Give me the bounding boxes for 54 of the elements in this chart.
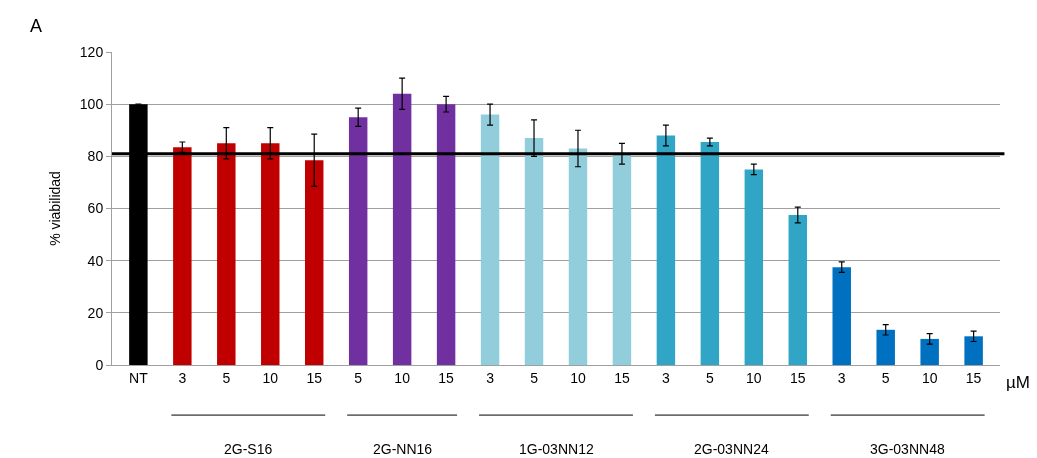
bar bbox=[744, 169, 764, 365]
x-tick-label: 10 bbox=[394, 369, 411, 386]
x-tick-label: 3 bbox=[486, 369, 495, 386]
bar bbox=[348, 117, 368, 365]
text: 1G-03NN12 bbox=[519, 441, 594, 457]
text: A bbox=[30, 16, 43, 36]
x-tick-label: 15 bbox=[965, 369, 982, 386]
bar bbox=[524, 138, 544, 365]
y-tick-label: 20 bbox=[87, 304, 104, 321]
y-axis-title: % viabilidad bbox=[47, 171, 64, 246]
text: 2G-S16 bbox=[224, 441, 273, 457]
bar bbox=[788, 215, 808, 365]
bar bbox=[612, 153, 632, 365]
y-tick-label: 100 bbox=[79, 96, 104, 113]
x-tick-label: 15 bbox=[614, 369, 630, 386]
x-tick-label: 15 bbox=[438, 369, 455, 386]
y-tick-label: 80 bbox=[87, 148, 104, 165]
x-tick-label: 15 bbox=[789, 369, 806, 386]
bar bbox=[480, 114, 500, 365]
bar bbox=[832, 267, 851, 365]
bar bbox=[920, 338, 939, 365]
x-tick-label: 5 bbox=[705, 369, 714, 386]
x-tick-label: 10 bbox=[570, 369, 586, 386]
bar bbox=[876, 329, 895, 365]
bar bbox=[568, 148, 588, 365]
x-tick-label: 10 bbox=[746, 369, 762, 386]
x-tick-label: 3 bbox=[178, 369, 187, 386]
text: 3G-03NN48 bbox=[870, 441, 945, 457]
bar bbox=[392, 93, 412, 365]
bar bbox=[656, 135, 676, 365]
y-tick-label: 120 bbox=[79, 43, 104, 60]
y-tick-label: 40 bbox=[87, 252, 104, 269]
bar bbox=[173, 147, 192, 365]
y-tick-label: 0 bbox=[95, 356, 104, 373]
x-tick-label: NT bbox=[129, 369, 149, 386]
x-tick-label: 5 bbox=[530, 369, 539, 386]
x-tick-label: 10 bbox=[921, 369, 938, 386]
bar bbox=[261, 143, 280, 365]
bar bbox=[304, 160, 324, 365]
x-tick-label: 5 bbox=[354, 369, 363, 386]
x-tick-label: 5 bbox=[881, 369, 890, 386]
bar bbox=[700, 141, 720, 365]
text: 2G-03NN24 bbox=[694, 441, 769, 457]
x-tick-label: 3 bbox=[837, 369, 846, 386]
y-tick-label: 60 bbox=[87, 200, 104, 217]
text: 2G-NN16 bbox=[373, 441, 433, 457]
bar bbox=[217, 143, 236, 365]
text: µM bbox=[1006, 373, 1030, 392]
x-tick-label: 3 bbox=[662, 369, 670, 386]
x-tick-label: 10 bbox=[262, 369, 279, 386]
x-tick-label: 5 bbox=[222, 369, 231, 386]
bar bbox=[436, 104, 456, 365]
x-tick-label: 15 bbox=[306, 369, 323, 386]
bar bbox=[964, 336, 983, 365]
